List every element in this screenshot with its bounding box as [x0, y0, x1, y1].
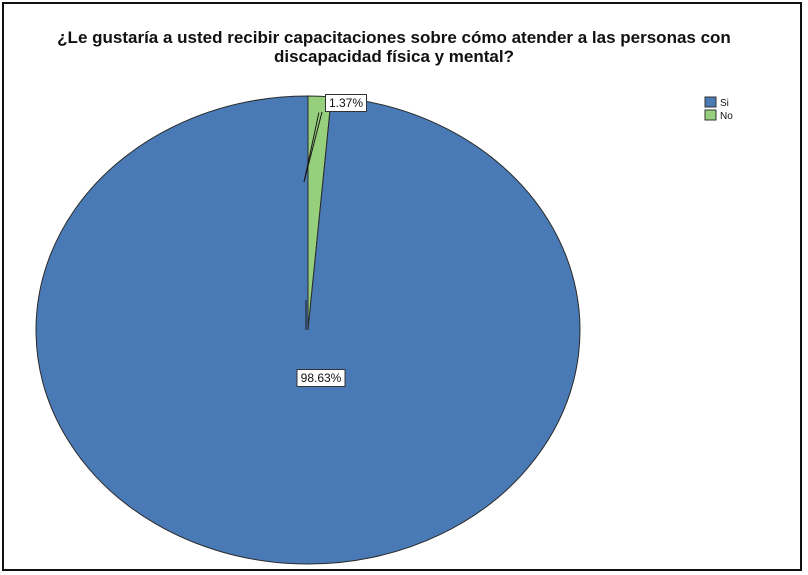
chart-title: ¿Le gustaría a usted recibir capacitacio…	[57, 28, 731, 66]
pie-slices	[35, 95, 581, 565]
data-label-si: 98.63%	[296, 369, 346, 387]
pie-slice-si	[35, 95, 581, 565]
data-label-no: 1.37%	[325, 94, 367, 112]
data-label-no-box	[325, 94, 367, 112]
legend-label-no: No	[720, 111, 733, 122]
leader-line-no-2	[303, 111, 323, 183]
legend: Si No	[704, 96, 733, 122]
legend-swatch-no	[704, 109, 717, 121]
data-label-si-text: 98.63%	[301, 371, 342, 385]
legend-label-si: Si	[720, 98, 729, 109]
data-label-si-box	[296, 369, 346, 387]
data-labels: 1.37% 98.63%	[296, 94, 367, 387]
legend-swatch-si	[704, 96, 717, 108]
data-label-no-text: 1.37%	[329, 96, 363, 110]
